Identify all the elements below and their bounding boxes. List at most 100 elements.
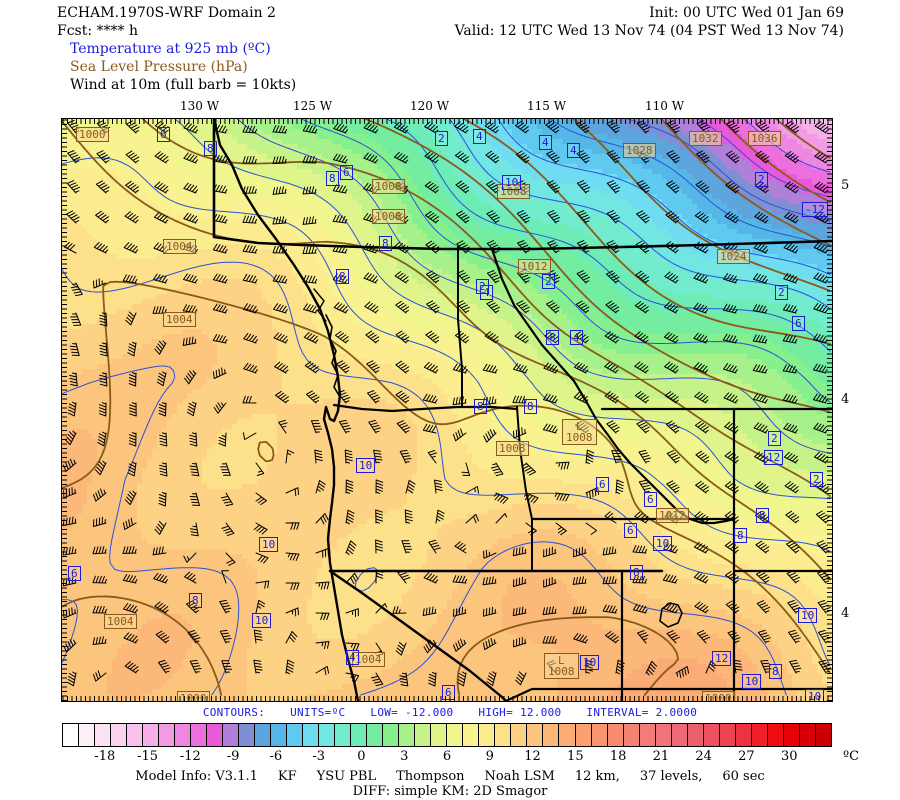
- model-info-token-5: 12 km,: [574, 769, 620, 784]
- temperature-contour-label: 2: [542, 274, 555, 289]
- colorbar-cell-16: [319, 724, 336, 746]
- temperature-contour-label: 4: [473, 129, 486, 144]
- colorbar-tick-27: 27: [738, 749, 755, 764]
- field-temperature-label: Temperature at 925 mb (ºC): [70, 41, 271, 57]
- colorbar-cell-23: [431, 724, 448, 746]
- header-right: Init: 00 UTC Wed 01 Jan 69 Valid: 12 UTC…: [455, 4, 844, 40]
- colorbar-tick--15: -15: [137, 749, 159, 764]
- colorbar-tick-30: 30: [780, 749, 798, 764]
- colorbar-cell-7: [175, 724, 192, 746]
- lon-label-3: 115 W: [527, 99, 567, 113]
- colorbar-tick--18: -18: [94, 749, 116, 764]
- colorbar-cell-12: [255, 724, 272, 746]
- colorbar-cell-3: [111, 724, 128, 746]
- temperature-contour-label: 4: [539, 135, 552, 150]
- colorbar-cell-4: [127, 724, 144, 746]
- map-canvas: 1000 1004 1004 1008 1008 1008 1012 1028 1032 1036…: [62, 119, 832, 701]
- temperature-contour-label: 4: [570, 330, 583, 345]
- lat-label-2: 4: [841, 606, 850, 621]
- temperature-contour-label: 2: [476, 279, 489, 294]
- colorbar-cell-46: [799, 724, 816, 746]
- temperature-contour-label: 10: [798, 608, 818, 623]
- model-info-line1: Model Info: V3.1.1 KF YSU PBL Thompson Noah …: [0, 769, 900, 784]
- colorbar-cell-19: [367, 724, 384, 746]
- colorbar-cell-43: [751, 724, 768, 746]
- contour-note: CONTOURS: UNITS=ºC LOW= -12.000 HIGH= 12…: [0, 706, 900, 719]
- temperature-contour-label: 8: [204, 141, 217, 156]
- model-info-line2: DIFF: simple KM: 2D Smagor: [352, 784, 548, 799]
- temperature-contour-label: 10: [259, 537, 279, 552]
- colorbar-cell-2: [95, 724, 112, 746]
- colorbar-tick-12: 12: [524, 749, 541, 764]
- colorbar-cell-25: [463, 724, 480, 746]
- slp-contour-label: 1036: [748, 131, 781, 146]
- temperature-contour-label: 8: [630, 565, 643, 580]
- colorbar-cell-41: [719, 724, 736, 746]
- temperature-contour-label: 8: [336, 269, 349, 284]
- contour-note-low: LOW= -12.000: [370, 706, 454, 719]
- temperature-contour-label: 10: [653, 536, 673, 551]
- field-wind-label: Wind at 10m (full barb = 10kts): [70, 77, 297, 93]
- slp-contour-label: 1004: [163, 239, 196, 254]
- slp-contour-label: 1004: [163, 312, 196, 327]
- contour-note-prefix: CONTOURS:: [202, 706, 266, 719]
- temperature-contour-label: 10: [580, 655, 600, 670]
- colorbar-tick-0: 0: [357, 749, 366, 764]
- contour-note-high: HIGH= 12.000: [478, 706, 562, 719]
- slp-contour-label: 1028: [623, 143, 656, 158]
- colorbar-cell-39: [687, 724, 704, 746]
- temperature-colorbar[interactable]: [62, 723, 832, 747]
- temperature-contour-label: -12: [802, 202, 828, 217]
- temperature-contour-label: 8: [189, 593, 202, 608]
- slp-contour-label: 1000: [702, 691, 735, 701]
- header-left: ECHAM.1970S-WRF Domain 2 Fcst: **** h: [57, 4, 276, 40]
- colorbar-cell-18: [351, 724, 368, 746]
- valid-time: Valid: 12 UTC Wed 13 Nov 74 (04 PST Wed …: [454, 23, 844, 39]
- temperature-contour-label: 4: [567, 143, 580, 158]
- temperature-contour-label: 8: [734, 528, 747, 543]
- low-pressure-center: L 1008: [544, 653, 579, 679]
- temperature-contour-label: 2: [775, 285, 788, 300]
- colorbar-cell-22: [415, 724, 432, 746]
- model-info-token-1: KF: [277, 769, 297, 784]
- colorbar-cell-15: [303, 724, 320, 746]
- temperature-contour-label: 2: [435, 131, 448, 146]
- temperature-contour-label: 6: [792, 316, 805, 331]
- contour-note-interval: INTERVAL= 2.0000: [586, 706, 698, 719]
- colorbar-cell-28: [511, 724, 528, 746]
- temperature-contour-label: 6: [644, 492, 657, 507]
- temperature-contour-label: 10: [805, 689, 825, 701]
- colorbar-cell-11: [239, 724, 256, 746]
- temperature-contour-label: 8: [474, 399, 487, 414]
- colorbar-cell-5: [143, 724, 160, 746]
- temperature-contour-label: 6: [596, 477, 609, 492]
- colorbar-cell-24: [447, 724, 464, 746]
- colorbar-cell-47: [815, 724, 831, 746]
- slp-contour-label: 1008: [496, 441, 529, 456]
- contour-note-units: UNITS=ºC: [290, 706, 346, 719]
- model-info-token-3: Thompson: [396, 769, 465, 784]
- colorbar-tick-18: 18: [609, 749, 627, 764]
- colorbar-tick-labels: -18 -15 -12 -9 -6 -3 0 3 6 9 12 15 18 21 24 27 30: [0, 749, 900, 765]
- colorbar-cell-1: [79, 724, 96, 746]
- colorbar-cell-42: [735, 724, 752, 746]
- colorbar-cell-30: [543, 724, 560, 746]
- colorbar-tick-21: 21: [652, 749, 670, 764]
- colorbar-cell-8: [191, 724, 208, 746]
- colorbar-unit: ºC: [843, 749, 860, 764]
- colorbar-cell-20: [383, 724, 400, 746]
- temperature-contour-label: 10: [742, 674, 762, 689]
- colorbar-cell-36: [639, 724, 656, 746]
- model-title: ECHAM.1970S-WRF Domain 2: [57, 5, 276, 21]
- colorbar-cell-9: [207, 724, 224, 746]
- model-info-token-0: Model Info: V3.1.1: [135, 769, 258, 784]
- map-panel[interactable]: 1000 1004 1004 1008 1008 1008 1012 1028 1032 1036…: [61, 118, 833, 702]
- colorbar-tick-6: 6: [442, 749, 452, 764]
- colorbar-cell-6: [159, 724, 176, 746]
- slp-contour-label: 1032: [689, 131, 722, 146]
- temperature-contour-label: 6: [624, 523, 637, 538]
- temperature-contour-label: 8: [546, 330, 559, 345]
- temperature-contour-label: 4: [346, 650, 359, 665]
- colorbar-tick-9: 9: [485, 749, 494, 764]
